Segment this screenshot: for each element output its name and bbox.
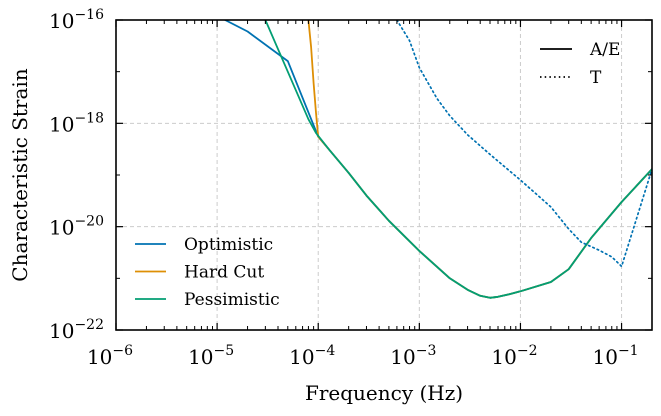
series-optimistic-ae — [224, 20, 652, 299]
series-hard-cut-ae — [307, 20, 652, 299]
y-tick-label: 10−22 — [49, 317, 104, 343]
grid — [116, 20, 652, 330]
x-tick-label: 10−6 — [87, 343, 133, 369]
legend-label: Hard Cut — [184, 263, 264, 283]
y-tick-labels: 10−22 10−20 10−18 10−16 — [49, 7, 104, 343]
x-tick-labels: 10−6 10−5 10−4 10−3 10−2 10−1 — [87, 343, 639, 369]
legend-upper-right: A/E T — [540, 40, 620, 88]
y-tick-label: 10−20 — [49, 214, 104, 240]
x-tick-label: 10−4 — [289, 343, 335, 369]
legend-label: A/E — [589, 40, 620, 60]
x-tick-label: 10−2 — [491, 343, 537, 369]
series-pessimistic-ae — [264, 20, 652, 299]
x-tick-label: 10−3 — [390, 343, 436, 369]
legend-label: Optimistic — [184, 235, 273, 255]
x-tick-label: 10−5 — [188, 343, 234, 369]
y-axis-label: Characteristic Strain — [8, 68, 32, 281]
series-layer — [224, 20, 652, 299]
legend-label: T — [590, 68, 602, 88]
legend-lower-left: Optimistic Hard Cut Pessimistic — [135, 235, 280, 310]
legend-label: Pessimistic — [184, 290, 280, 310]
y-tick-label: 10−18 — [49, 110, 104, 136]
x-axis-label: Frequency (Hz) — [305, 381, 463, 405]
ticks — [115, 19, 652, 331]
y-tick-label: 10−16 — [49, 7, 104, 33]
plot-frame — [115, 19, 653, 331]
series-optimistic-t — [396, 20, 652, 268]
x-tick-label: 10−1 — [593, 343, 639, 369]
